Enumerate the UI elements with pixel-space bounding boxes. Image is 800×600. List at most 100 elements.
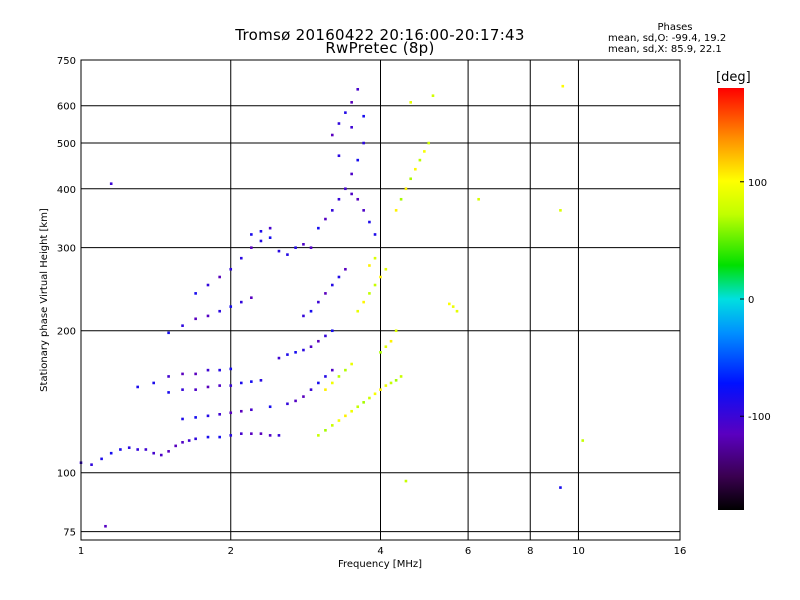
x-trace-point [337, 375, 341, 378]
o-trace-point [350, 192, 353, 196]
o-trace-point [344, 267, 347, 271]
x-trace-point [350, 362, 353, 366]
o-trace-point [250, 296, 253, 300]
o-trace-point [337, 122, 341, 125]
x-trace-point [330, 381, 334, 385]
o-trace-point [250, 380, 253, 383]
o-trace-point [218, 384, 221, 387]
x-trace-point [394, 329, 398, 333]
o-trace-point [337, 154, 341, 158]
o-trace-point [218, 275, 221, 279]
o-trace-point [250, 233, 253, 236]
x-trace-point [379, 388, 382, 391]
x-trace-point [362, 300, 365, 304]
o-trace-point [294, 351, 297, 354]
x-trace-point [317, 434, 320, 437]
x-trace-point [455, 309, 459, 313]
o-trace-point [330, 329, 334, 333]
o-trace-point [229, 367, 233, 371]
data-points [79, 84, 585, 528]
o-trace-point [181, 372, 184, 376]
x-trace-point [344, 368, 347, 372]
y-axis-label: Stationary phase Virtual Height [km] [39, 208, 50, 392]
o-trace-point [330, 368, 334, 372]
x-trace-point [379, 275, 382, 279]
x-trace-point [409, 177, 412, 181]
x-trace-point [418, 158, 422, 162]
o-trace-point [317, 226, 320, 230]
x-trace-point [389, 339, 393, 343]
colorbar [718, 88, 744, 510]
o-trace-point [317, 300, 320, 304]
o-trace-point [239, 381, 243, 385]
o-trace-point [181, 324, 184, 327]
o-trace-point [218, 412, 221, 416]
x-trace-point [581, 439, 585, 442]
x-trace-point [431, 94, 435, 98]
x-trace-point [368, 292, 371, 295]
colorbar-tick-label: 100 [748, 178, 767, 189]
o-trace-point [330, 133, 334, 137]
x-trace-point [373, 392, 377, 396]
o-trace-point [356, 197, 360, 201]
o-trace-point [229, 384, 233, 387]
o-trace-point [286, 253, 289, 256]
x-trace-point [423, 150, 426, 153]
o-trace-point [268, 405, 272, 409]
o-trace-point [317, 339, 320, 343]
phases-title: Phases [657, 22, 693, 33]
o-trace-point [277, 356, 281, 360]
o-trace-point [309, 388, 313, 391]
o-trace-point [350, 101, 353, 104]
o-trace-point [309, 246, 313, 249]
chart-subtitle: RwPretec (8p) [325, 39, 435, 57]
o-trace-point [194, 372, 197, 376]
y-axis: 75 100 200 300 400 500 600 750 [57, 56, 76, 539]
o-trace-point [152, 451, 155, 455]
x-trace-point [330, 424, 334, 427]
o-trace-point [330, 283, 334, 287]
o-trace-point [194, 416, 197, 419]
colorbar-tick-label: 0 [748, 295, 754, 306]
o-trace-point [356, 158, 360, 162]
colorbar-ticks: 100 0 -100 [740, 178, 771, 423]
o-trace-point [259, 432, 263, 435]
x-trace-point [373, 283, 377, 287]
o-trace-point [206, 435, 210, 439]
o-trace-point [229, 305, 233, 308]
o-trace-point [181, 417, 184, 421]
x-axis: 1 2 4 6 8 10 16 [78, 546, 687, 557]
o-trace-point [239, 409, 243, 413]
o-trace-point [294, 246, 297, 249]
o-trace-point [167, 450, 170, 453]
o-trace-point [373, 233, 377, 236]
o-trace-point [206, 385, 210, 389]
o-trace-point [259, 239, 263, 243]
o-trace-point [194, 292, 197, 295]
o-trace-point [302, 242, 305, 246]
x-trace-point [344, 414, 347, 418]
x-tick-label: 16 [674, 546, 687, 557]
o-trace-point [286, 353, 289, 356]
o-trace-point [268, 226, 272, 230]
y-tick-label: 75 [63, 528, 76, 539]
o-trace-point [144, 448, 148, 451]
o-trace-point [268, 236, 272, 239]
x-tick-label: 8 [527, 546, 533, 557]
x-trace-point [389, 381, 393, 385]
o-trace-point [259, 229, 263, 233]
o-trace-point [350, 172, 353, 176]
o-trace-point [362, 209, 365, 212]
o-trace-point [250, 432, 253, 435]
x-trace-point [368, 264, 371, 267]
o-trace-point [324, 217, 327, 221]
x-trace-point [394, 379, 398, 382]
y-tick-label: 100 [57, 469, 76, 480]
o-trace-point [229, 267, 233, 271]
o-trace-point [309, 345, 313, 349]
x-trace-point [356, 309, 360, 313]
o-trace-point [136, 448, 139, 451]
o-trace-point [159, 453, 163, 457]
y-tick-label: 500 [57, 139, 76, 150]
